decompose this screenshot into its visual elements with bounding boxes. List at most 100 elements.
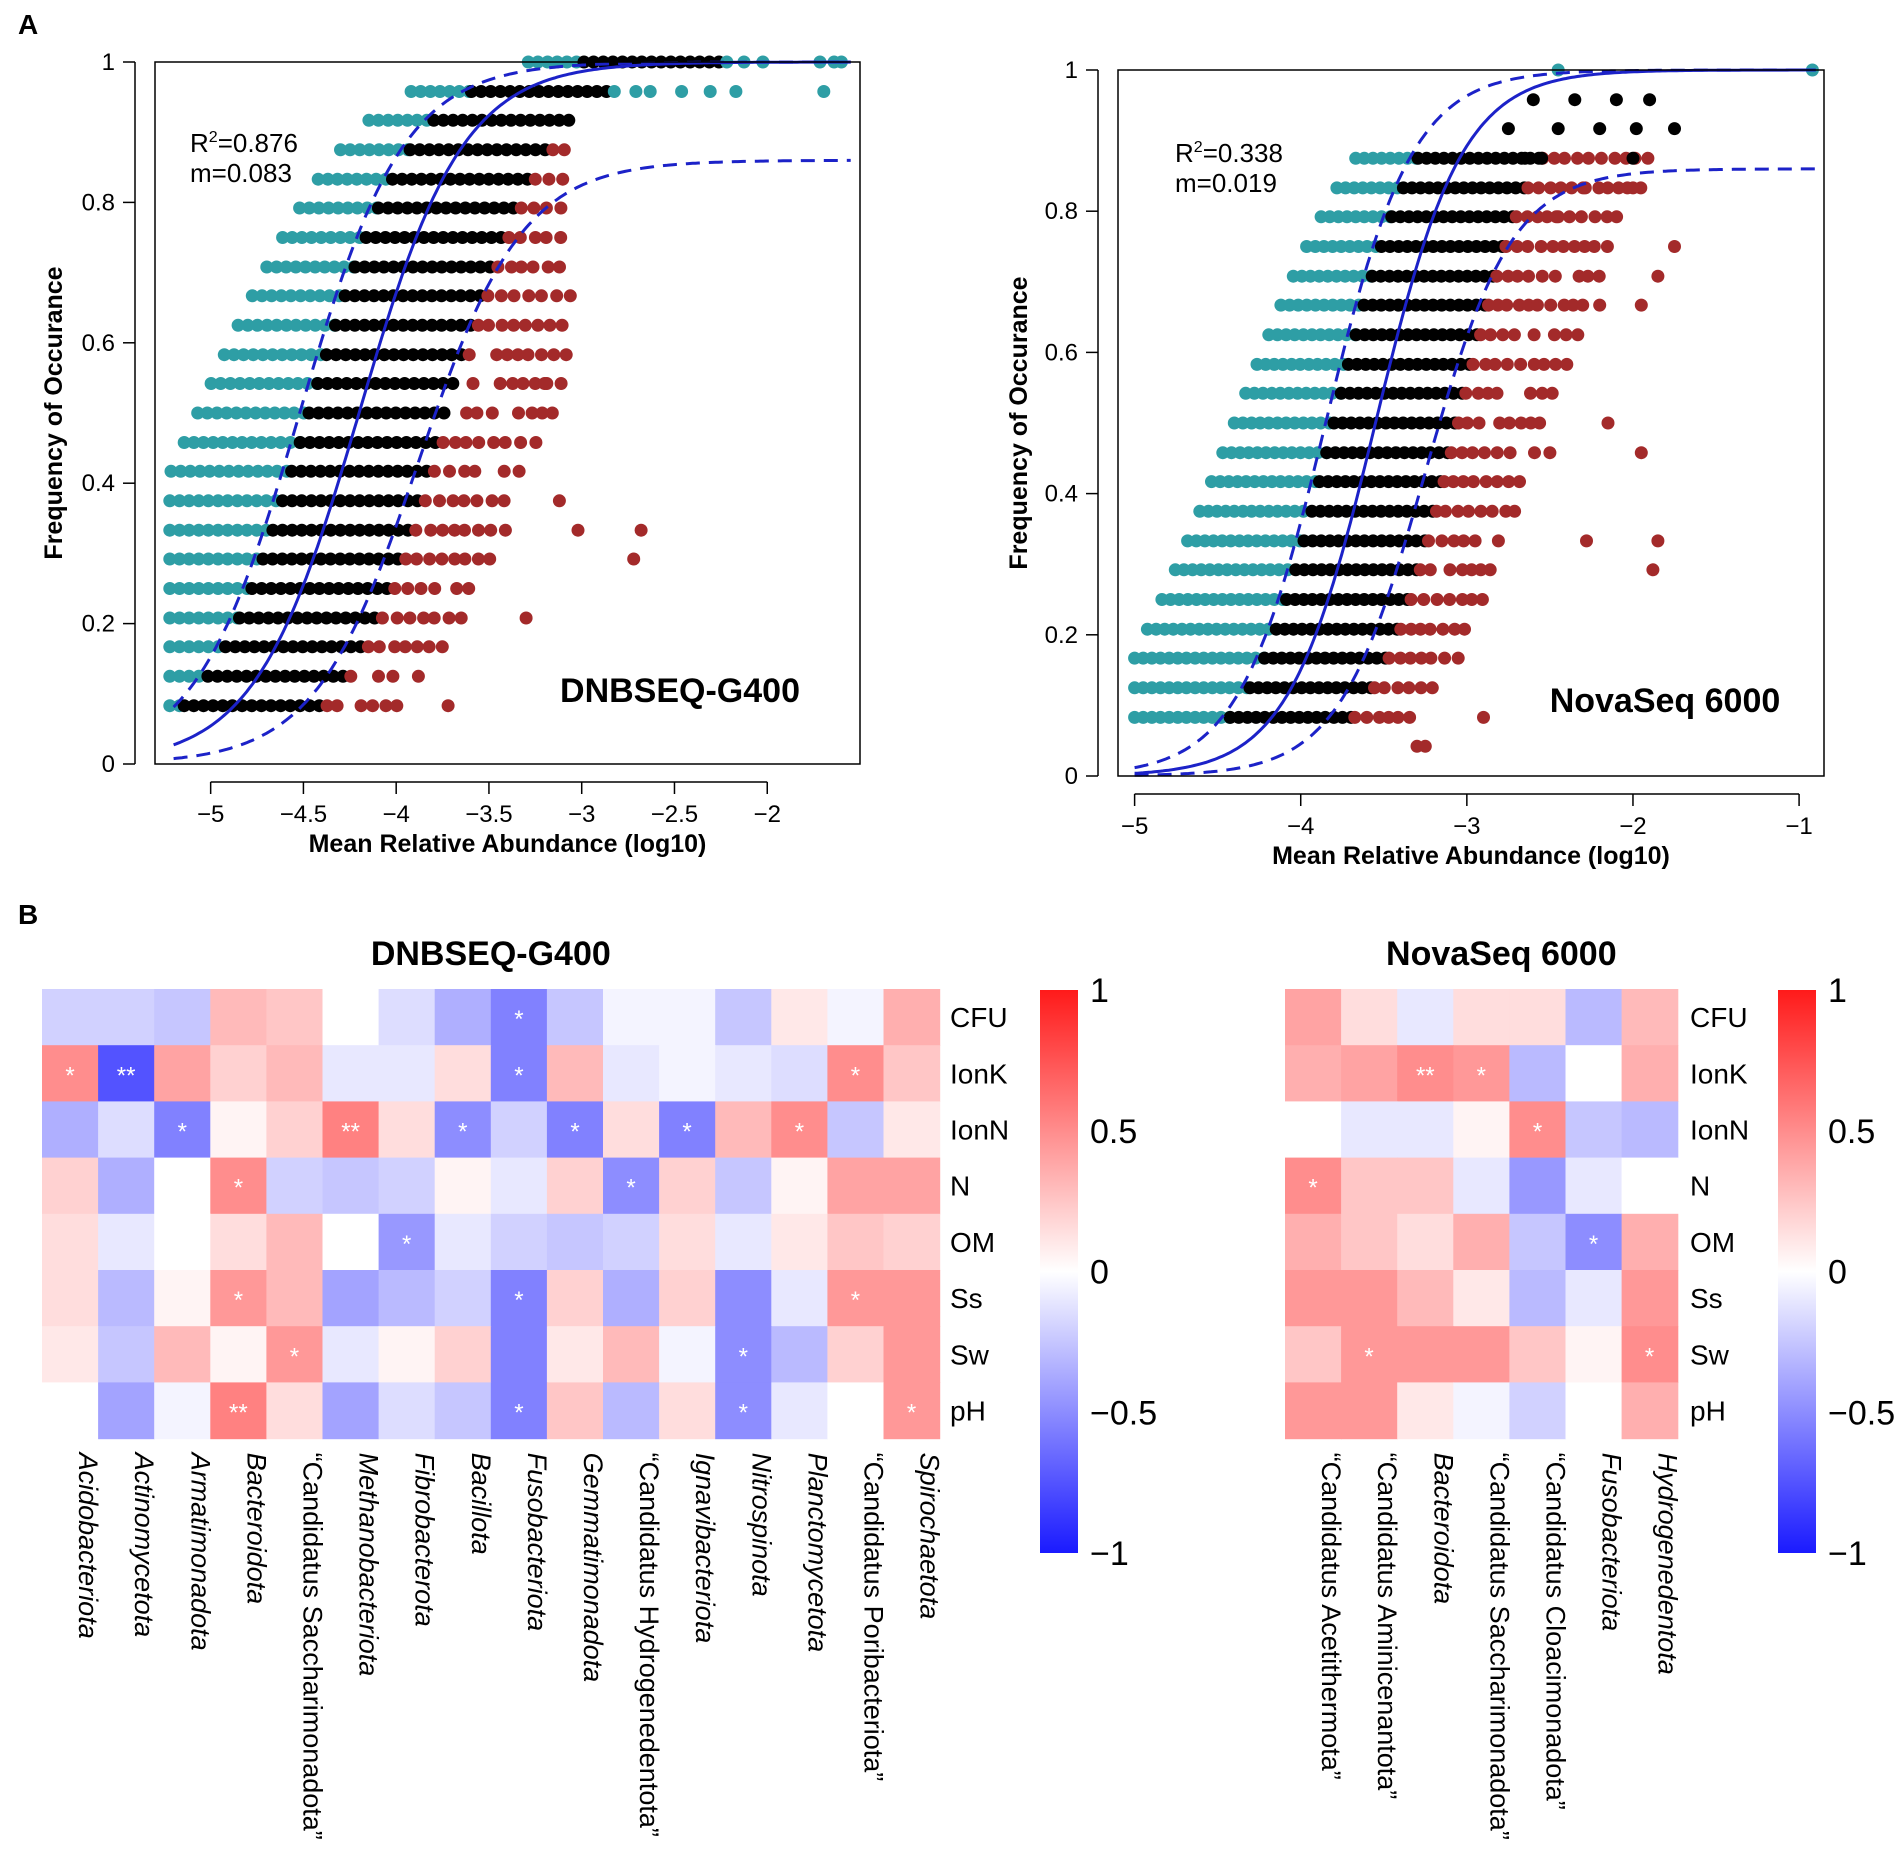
scatter-point-neutral xyxy=(295,552,309,566)
heatmap-cell xyxy=(659,1270,716,1327)
scatter-point-below xyxy=(1530,298,1544,312)
scatter-point-above xyxy=(182,552,196,566)
scatter-point-neutral xyxy=(435,260,449,274)
heatmap-cell xyxy=(266,1213,324,1271)
scatter-point-neutral xyxy=(351,436,365,449)
heatmap-cell xyxy=(1341,1382,1398,1440)
scatter-point-below xyxy=(1430,593,1444,606)
scatter-point-neutral xyxy=(381,464,395,478)
scatter-point-above xyxy=(221,494,235,508)
heatmap-cell xyxy=(98,1326,155,1383)
heatmap-column-label: “Candidatus Poribacteriota” xyxy=(858,1453,888,1782)
plot-frame xyxy=(154,61,861,765)
scatter-point-neutral xyxy=(283,699,297,713)
scatter-point-above xyxy=(182,494,196,508)
scatter-point-above xyxy=(237,348,251,362)
heatmap-cell xyxy=(42,989,99,1046)
scatter-point-neutral xyxy=(369,377,383,390)
scatter-point-below xyxy=(1522,269,1535,283)
scatter-point-below xyxy=(1574,210,1588,224)
scatter-point-neutral xyxy=(284,582,297,595)
scatter-point-neutral xyxy=(304,494,318,508)
scatter-point-neutral xyxy=(352,464,366,478)
scatter-point-below xyxy=(1600,210,1614,224)
scatter-point-neutral xyxy=(266,552,280,566)
scatter-point-neutral xyxy=(286,640,300,654)
heatmap-cell xyxy=(715,1157,772,1215)
scatter-point-above xyxy=(258,406,272,420)
scatter-point-above xyxy=(212,464,226,478)
heatmap-cell xyxy=(266,1157,324,1215)
scatter-point-below xyxy=(424,523,438,537)
heatmap-cell xyxy=(322,1213,380,1271)
scatter-point-neutral xyxy=(367,289,381,303)
colorbar-label: −0.5 xyxy=(1090,1394,1157,1432)
scatter-point-above xyxy=(351,201,364,215)
scatter-point-neutral xyxy=(338,289,352,303)
heatmap-cell xyxy=(42,1270,99,1327)
scatter-point-neutral xyxy=(415,318,429,332)
heatmap-row-label: OM xyxy=(1690,1227,1735,1258)
scatter-point-neutral xyxy=(435,289,448,303)
scatter-point-below xyxy=(466,377,480,390)
scatter-point-below xyxy=(485,406,499,420)
scatter-point-neutral xyxy=(370,436,384,449)
scatter-point-neutral xyxy=(436,113,450,127)
scatter-point-neutral xyxy=(1501,122,1515,136)
scatter-points xyxy=(1128,63,1819,753)
scatter-point-below xyxy=(1641,151,1655,165)
scatter-point-above xyxy=(241,464,255,478)
scatter-point-above xyxy=(182,523,196,537)
scatter-point-below xyxy=(1610,210,1624,224)
heatmap-cell xyxy=(490,1157,548,1215)
scatter-point-neutral xyxy=(378,377,392,390)
scatter-point-neutral xyxy=(1668,122,1681,136)
scatter-point-above xyxy=(210,406,224,420)
scatter-point-below xyxy=(418,494,432,508)
scatter-point-neutral xyxy=(427,231,441,244)
scatter-point-above xyxy=(287,406,301,420)
scatter-point-below xyxy=(1360,710,1374,724)
scatter-point-below xyxy=(1651,269,1665,283)
scatter-point-below xyxy=(500,348,514,362)
scatter-point-below xyxy=(1403,651,1417,665)
significance-marker: * xyxy=(514,1062,523,1089)
significance-marker: ** xyxy=(341,1119,360,1146)
scatter-point-below xyxy=(554,231,568,244)
scatter-point-neutral xyxy=(461,143,475,157)
scatter-point-neutral xyxy=(454,260,468,274)
scatter-point-above xyxy=(323,289,336,303)
scatter-point-below xyxy=(1532,181,1546,195)
scatter-point-above xyxy=(173,611,186,625)
scatter-point-below xyxy=(519,611,533,625)
scatter-point-above xyxy=(322,201,336,215)
scatter-point-below xyxy=(1443,593,1457,606)
scatter-point-above xyxy=(817,85,831,98)
scatter-point-above xyxy=(274,289,288,303)
scatter-point-neutral xyxy=(504,113,518,127)
scatter-point-below xyxy=(1348,710,1362,724)
scatter-point-above xyxy=(255,289,269,303)
scatter-point-above xyxy=(230,552,244,566)
r-squared-superscript: 2 xyxy=(209,129,218,146)
heatmap-cell xyxy=(546,1270,604,1327)
scatter-point-below xyxy=(497,494,511,508)
scatter-point-below xyxy=(361,640,375,654)
scatter-point-above xyxy=(302,201,316,215)
heatmap-cell xyxy=(771,1157,828,1215)
y-tick-label: 0.2 xyxy=(1045,622,1078,649)
heatmap-cell xyxy=(546,1045,604,1102)
scatter-point-below xyxy=(414,582,428,595)
scatter-point-neutral xyxy=(228,640,242,654)
scatter-point-below xyxy=(1508,504,1522,518)
scatter-point-above xyxy=(243,377,257,390)
scatter-point-above xyxy=(331,201,345,215)
heatmap-cell xyxy=(1397,1270,1454,1327)
scatter-point-neutral xyxy=(449,201,463,215)
scatter-point-below xyxy=(448,523,462,537)
scatter-point-above xyxy=(231,318,245,332)
scatter-point-neutral xyxy=(1526,93,1540,107)
y-tick-label: 0.2 xyxy=(82,611,115,638)
scatter-point-neutral xyxy=(330,377,344,390)
heatmap-row-label: OM xyxy=(950,1227,995,1258)
